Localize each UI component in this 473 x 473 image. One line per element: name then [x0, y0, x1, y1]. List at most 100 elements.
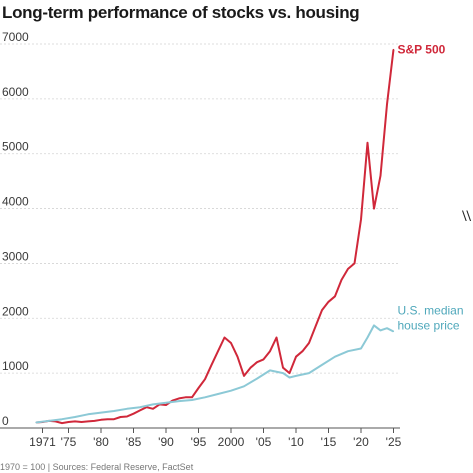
- series-point: [308, 372, 310, 374]
- series-line-house-price: [35, 324, 394, 424]
- brand-mark: \\: [462, 208, 471, 225]
- series-point: [379, 175, 382, 177]
- y-tick-label-7000: 7000: [2, 30, 29, 44]
- series-point: [243, 385, 245, 387]
- series-point: [48, 420, 50, 422]
- series-point: [256, 361, 258, 363]
- series-point: [217, 350, 219, 352]
- series-point: [132, 413, 135, 415]
- series-point: [100, 412, 102, 414]
- series-point: [301, 350, 304, 352]
- series-line-sp500: [35, 49, 395, 425]
- chart-title: Long-term performance of stocks vs. hous…: [2, 3, 360, 22]
- series-point: [327, 301, 330, 303]
- series-point: [100, 419, 102, 421]
- series-point: [373, 207, 375, 210]
- x-tick-label-2015: '15: [321, 435, 337, 449]
- series-point: [308, 342, 310, 344]
- series-point: [139, 409, 141, 412]
- series-point: [366, 336, 369, 339]
- series-point: [262, 358, 265, 361]
- series-point: [340, 279, 343, 281]
- x-tick-label-2000: 2000: [218, 435, 245, 449]
- series-point: [178, 400, 180, 402]
- series-point: [217, 393, 219, 395]
- series-point: [386, 103, 388, 105]
- series-point: [67, 421, 70, 423]
- series-point: [230, 390, 232, 392]
- series-point: [204, 396, 206, 398]
- series-point: [288, 372, 291, 374]
- series-point: [113, 410, 115, 412]
- x-tick-label-1975: '75: [61, 435, 77, 449]
- series-point: [178, 397, 180, 399]
- series-labels: S&P 500 U.S. median house price: [398, 42, 464, 332]
- series-point: [165, 402, 167, 404]
- series-point: [106, 418, 109, 420]
- y-tick-label-1000: 1000: [2, 359, 29, 373]
- x-tick-label-1980: '80: [93, 435, 109, 449]
- series-point: [321, 309, 323, 311]
- series-label-house-price: U.S. median house price: [398, 303, 464, 332]
- series-point: [334, 356, 336, 358]
- series-point: [119, 416, 122, 418]
- series-point: [256, 378, 258, 380]
- series-point: [373, 324, 375, 327]
- series-point: [197, 387, 200, 389]
- gridlines: [0, 43, 400, 429]
- x-tick-label-2020: '20: [353, 435, 369, 449]
- series-point: [61, 418, 63, 420]
- series-point: [243, 375, 245, 377]
- series-point: [74, 416, 76, 418]
- series-point: [282, 372, 284, 374]
- series-point: [80, 421, 83, 423]
- series-point: [165, 404, 167, 406]
- x-tick-label-1971: 1971: [29, 435, 56, 449]
- series-point: [275, 336, 278, 339]
- series-point: [54, 420, 57, 423]
- series-point: [139, 406, 141, 408]
- series-point: [223, 336, 226, 339]
- series-point: [314, 325, 317, 328]
- x-tick-label-2010: '10: [288, 435, 304, 449]
- series-point: [230, 342, 232, 344]
- series-point: [282, 367, 284, 369]
- series-label-sp500: S&P 500: [398, 42, 446, 56]
- series-point: [288, 376, 291, 379]
- y-axis-ticks: 0 1000 2000 3000 4000 5000 6000 7000: [2, 30, 29, 428]
- series-point: [334, 295, 336, 297]
- y-tick-label-6000: 6000: [2, 85, 29, 99]
- series-point: [210, 364, 213, 366]
- series-point: [35, 421, 37, 424]
- series-point: [386, 327, 388, 329]
- series-point: [379, 329, 382, 331]
- series-point: [191, 399, 193, 401]
- series-lines: [35, 48, 395, 425]
- source-footnote: 1970 = 100 | Sources: Federal Reserve, F…: [0, 462, 194, 472]
- series-point: [113, 418, 115, 420]
- series-point: [126, 408, 128, 410]
- y-tick-label-0: 0: [2, 414, 9, 428]
- series-point: [152, 403, 154, 406]
- x-tick-label-2025: '25: [386, 435, 402, 449]
- series-point: [295, 356, 297, 358]
- series-point: [321, 364, 323, 366]
- series-point: [126, 415, 128, 418]
- series-point: [87, 420, 89, 423]
- series-point: [360, 347, 362, 350]
- x-tick-label-1995: '95: [191, 435, 207, 449]
- series-point: [152, 408, 154, 410]
- series-point: [236, 356, 239, 358]
- series-point: [360, 218, 362, 221]
- series-point: [171, 399, 174, 402]
- series-point: [93, 420, 96, 422]
- x-tick-label-2005: '05: [256, 435, 272, 449]
- x-tick-label-1990: '90: [158, 435, 174, 449]
- y-tick-label-4000: 4000: [2, 195, 29, 209]
- x-axis-ticks: 1971 '75 '80 '85 '90 '95 2000 '05 '10 '15 '20 '25: [29, 428, 402, 449]
- series-point: [87, 413, 89, 415]
- series-point: [353, 262, 356, 265]
- series-point: [392, 48, 395, 51]
- series-point: [184, 396, 187, 398]
